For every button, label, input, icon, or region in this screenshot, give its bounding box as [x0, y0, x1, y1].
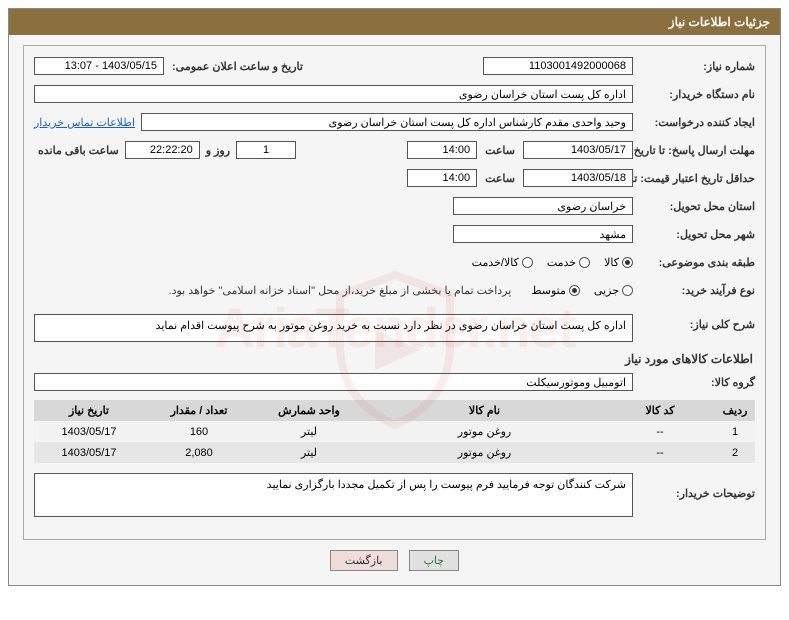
row-delivery-city: شهر محل تحویل: مشهد: [34, 224, 755, 244]
days-remaining: 1: [236, 141, 296, 159]
print-button[interactable]: چاپ: [409, 550, 460, 571]
validity-label: حداقل تاریخ اعتبار قیمت: تا تاریخ:: [637, 172, 755, 185]
table-row: 2--روغن موتورلیتر2,0801403/05/17: [34, 442, 755, 463]
table-cell: --: [605, 421, 715, 442]
radio-label: متوسط: [531, 284, 566, 297]
table-cell: لیتر: [254, 442, 364, 463]
panel-body: AriaTender.net شماره نیاز: 1103001492000…: [9, 35, 780, 585]
goods-table: ردیفکد کالانام کالاواحد شمارشتعداد / مقد…: [34, 400, 755, 463]
table-body: 1--روغن موتورلیتر1601403/05/172--روغن مو…: [34, 421, 755, 463]
table-cell: 2,080: [144, 442, 254, 463]
table-header-cell: واحد شمارش: [254, 400, 364, 421]
general-desc-box: اداره کل پست استان خراسان رضوی در نظر دا…: [34, 314, 633, 342]
announce-datetime-label: تاریخ و ساعت اعلان عمومی:: [172, 60, 303, 73]
classification-label: طبقه بندی موضوعی:: [637, 256, 755, 269]
table-header-cell: نام کالا: [364, 400, 605, 421]
row-delivery-province: استان محل تحویل: خراسان رضوی: [34, 196, 755, 216]
goods-info-title: اطلاعات کالاهای مورد نیاز: [36, 352, 753, 366]
delivery-province-label: استان محل تحویل:: [637, 200, 755, 213]
validity-time: 14:00: [407, 169, 477, 187]
purchase-type-radio-1[interactable]: متوسط: [531, 284, 580, 297]
buyer-notes-box: شرکت کنندگان توجه فرمایید فرم پیوست را پ…: [34, 473, 633, 517]
radio-circle-icon[interactable]: [522, 257, 533, 268]
table-cell: روغن موتور: [364, 442, 605, 463]
delivery-city-label: شهر محل تحویل:: [637, 228, 755, 241]
table-cell: 1: [715, 421, 755, 442]
buyer-contact-link[interactable]: اطلاعات تماس خریدار: [34, 116, 135, 129]
table-header-cell: کد کالا: [605, 400, 715, 421]
row-response-deadline: مهلت ارسال پاسخ: تا تاریخ: 1403/05/17 سا…: [34, 140, 755, 160]
need-number-label: شماره نیاز:: [637, 60, 755, 73]
panel-title: جزئیات اطلاعات نیاز: [9, 9, 780, 35]
row-validity: حداقل تاریخ اعتبار قیمت: تا تاریخ: 1403/…: [34, 168, 755, 188]
need-number-field: 1103001492000068: [483, 57, 633, 75]
hours-remaining: 22:22:20: [125, 141, 200, 159]
back-button[interactable]: بازگشت: [330, 550, 398, 571]
days-and-label: روز و: [206, 144, 230, 157]
row-need-number: شماره نیاز: 1103001492000068 تاریخ و ساع…: [34, 56, 755, 76]
table-header-cell: تعداد / مقدار: [144, 400, 254, 421]
requester-label: ایجاد کننده درخواست:: [637, 116, 755, 129]
classification-radio-2[interactable]: کالا/خدمت: [472, 256, 533, 269]
goods-group-label: گروه کالا:: [637, 376, 755, 389]
row-general-desc: شرح کلی نیاز: اداره کل پست استان خراسان …: [34, 314, 755, 342]
delivery-city-field: مشهد: [453, 225, 633, 243]
announce-datetime-field: 1403/05/15 - 13:07: [34, 57, 164, 75]
button-bar: چاپ بازگشت: [23, 540, 766, 575]
validity-date: 1403/05/18: [523, 169, 633, 187]
radio-label: جزیی: [594, 284, 619, 297]
delivery-province-field: خراسان رضوی: [453, 197, 633, 215]
table-cell: 1403/05/17: [34, 442, 144, 463]
radio-label: خدمت: [547, 256, 576, 269]
row-goods-group: گروه کالا: اتومبیل وموتورسیکلت: [34, 372, 755, 392]
classification-radio-0[interactable]: کالا: [604, 256, 633, 269]
table-header-cell: تاریخ نیاز: [34, 400, 144, 421]
table-cell: --: [605, 442, 715, 463]
table-row: 1--روغن موتورلیتر1601403/05/17: [34, 421, 755, 442]
table-header-cell: ردیف: [715, 400, 755, 421]
radio-label: کالا/خدمت: [472, 256, 519, 269]
radio-circle-icon[interactable]: [622, 285, 633, 296]
form-container: شماره نیاز: 1103001492000068 تاریخ و ساع…: [23, 45, 766, 540]
response-deadline-time: 14:00: [407, 141, 477, 159]
radio-label: کالا: [604, 256, 619, 269]
response-deadline-label: مهلت ارسال پاسخ: تا تاریخ:: [637, 144, 755, 157]
table-cell: لیتر: [254, 421, 364, 442]
table-header-row: ردیفکد کالانام کالاواحد شمارشتعداد / مقد…: [34, 400, 755, 421]
buyer-org-label: نام دستگاه خریدار:: [637, 88, 755, 101]
buyer-org-field: اداره کل پست استان خراسان رضوی: [34, 85, 633, 103]
goods-group-field: اتومبیل وموتورسیکلت: [34, 373, 633, 391]
remaining-label: ساعت باقی مانده: [38, 144, 119, 157]
radio-circle-icon[interactable]: [622, 257, 633, 268]
table-cell: روغن موتور: [364, 421, 605, 442]
row-requester: ایجاد کننده درخواست: وحید واحدی مقدم کار…: [34, 112, 755, 132]
radio-circle-icon[interactable]: [569, 285, 580, 296]
classification-radio-1[interactable]: خدمت: [547, 256, 590, 269]
row-classification: طبقه بندی موضوعی: کالا خدمت کالا/خدمت: [34, 252, 755, 272]
row-buyer-notes: توضیحات خریدار: شرکت کنندگان توجه فرمایی…: [34, 473, 755, 517]
details-panel: جزئیات اطلاعات نیاز AriaTender.net شماره…: [8, 8, 781, 586]
purchase-type-label: نوع فرآیند خرید:: [637, 284, 755, 297]
table-cell: 160: [144, 421, 254, 442]
requester-field: وحید واحدی مقدم کارشناس اداره کل پست است…: [141, 113, 633, 131]
row-purchase-type: نوع فرآیند خرید: جزیی متوسط پرداخت تمام ی…: [34, 280, 755, 300]
time-label-2: ساعت: [485, 172, 515, 185]
purchase-type-radio-group: جزیی متوسط: [531, 284, 633, 297]
buyer-notes-label: توضیحات خریدار:: [637, 473, 755, 500]
payment-note: پرداخت تمام یا بخشی از مبلغ خرید،از محل …: [169, 284, 512, 297]
general-desc-label: شرح کلی نیاز:: [637, 314, 755, 331]
response-deadline-date: 1403/05/17: [523, 141, 633, 159]
radio-circle-icon[interactable]: [579, 257, 590, 268]
table-cell: 1403/05/17: [34, 421, 144, 442]
classification-radio-group: کالا خدمت کالا/خدمت: [472, 256, 633, 269]
purchase-type-radio-0[interactable]: جزیی: [594, 284, 633, 297]
time-label-1: ساعت: [485, 144, 515, 157]
row-buyer-org: نام دستگاه خریدار: اداره کل پست استان خر…: [34, 84, 755, 104]
table-cell: 2: [715, 442, 755, 463]
